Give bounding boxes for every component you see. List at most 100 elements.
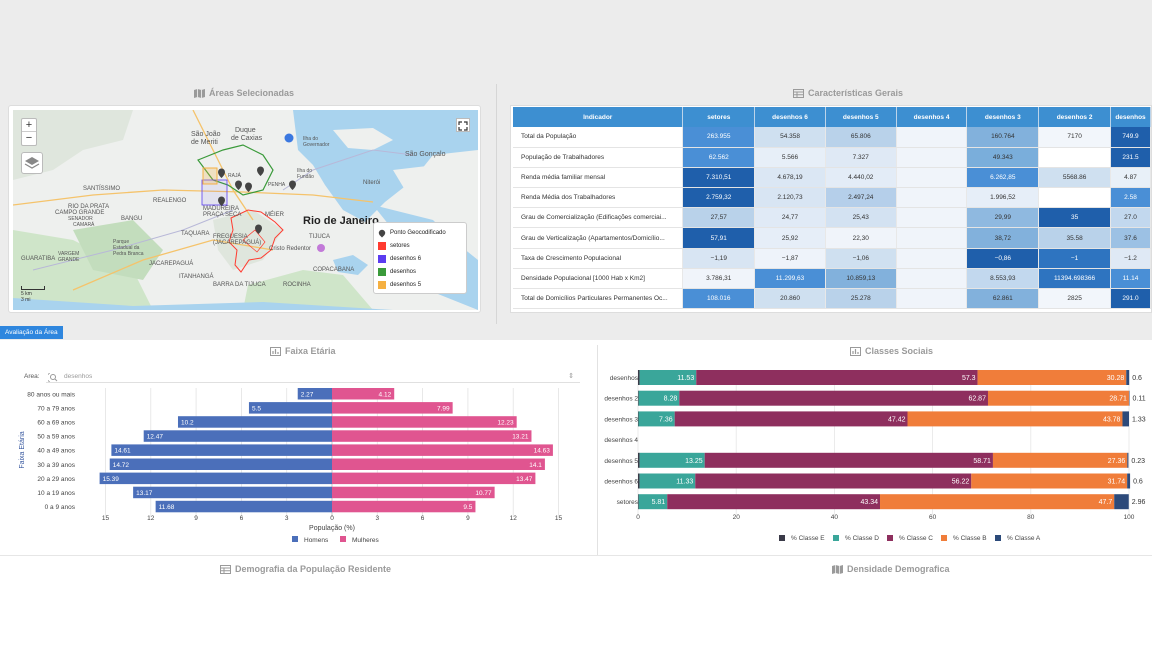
table-cell: −1,06: [825, 248, 897, 269]
stacked-bar-segment: [971, 473, 1128, 489]
fullscreen-icon: [458, 121, 468, 131]
row-label: Densidade Populacional [1000 Hab x Km2]: [513, 268, 684, 290]
data-label: 0.23: [1131, 458, 1145, 465]
table-row: Grau de Comercialização (Edificações com…: [513, 207, 1151, 229]
y-category-label: desenhos 4: [604, 437, 638, 444]
y-category-label: desenhos 3: [604, 416, 638, 423]
table-cell: 5.566: [754, 147, 826, 168]
bottom-divider: [597, 345, 598, 555]
map-place-label: PRAÇA SECA: [203, 212, 241, 218]
map-place-label: Rio de Janeiro: [303, 215, 379, 227]
bar-homens: [133, 486, 332, 499]
map-place-label: VARGEM: [58, 251, 79, 257]
bar-mulheres: [332, 416, 517, 428]
data-label: 12.47: [147, 434, 164, 441]
section-divider: [0, 555, 1152, 556]
indicator-table: Indicador setores desenhos 6 desenhos 5 dese…: [513, 107, 1151, 310]
table-header-cell[interactable]: desenhos 2: [1038, 107, 1111, 127]
table-header-cell[interactable]: setores: [682, 107, 756, 127]
fullscreen-button[interactable]: [456, 118, 470, 132]
row-label: Renda média familiar mensal: [513, 167, 684, 189]
map-place-label: de Meriti: [191, 139, 218, 146]
x-axis-title: População (%): [309, 525, 355, 532]
map-section-title: Áreas Selecionadas: [194, 88, 294, 98]
table-header-cell[interactable]: desenhos 6: [754, 107, 826, 127]
layers-button[interactable]: [21, 152, 43, 174]
zoom-out-button[interactable]: −: [25, 132, 33, 144]
bar-mulheres: [332, 500, 476, 513]
table-header-cell[interactable]: desenhos 5: [825, 107, 897, 127]
map-place-label: Pedra Branca: [113, 251, 144, 257]
data-label: 14.63: [534, 448, 551, 455]
table-header-cell[interactable]: desenhos 3: [966, 107, 1040, 127]
table-cell: [896, 288, 968, 310]
table-cell: −1,87: [754, 248, 826, 269]
data-label: 2.96: [1132, 499, 1146, 506]
table-row: Total da População 263.955 54.358 65.806 160…: [513, 127, 1151, 148]
map-place-label: SANTÍSSIMO: [83, 185, 120, 192]
data-label: 13.21: [512, 434, 529, 441]
x-tick-label: 60: [929, 514, 937, 521]
legend-label: % Classe E: [791, 535, 825, 542]
legend-label: % Classe C: [899, 535, 933, 542]
data-label: 8.28: [664, 396, 678, 403]
table-cell: 38,72: [966, 227, 1040, 249]
y-category-label: 80 anos ou mais: [27, 391, 75, 398]
legend-swatch: [887, 535, 893, 541]
table-row: Densidade Populacional [1000 Hab x Km2] 3…: [513, 268, 1151, 290]
data-label: 13.25: [685, 458, 703, 465]
stacked-bar-segment: [679, 390, 988, 406]
search-icon: [48, 373, 58, 382]
table-section-title: Características Gerais: [793, 88, 903, 98]
x-tick-label: 20: [733, 514, 741, 521]
stacked-bar-segment: [880, 494, 1115, 510]
table-cell: 2825: [1038, 288, 1111, 310]
y-axis-title: Faixa Etária: [19, 431, 26, 468]
data-label: 11.33: [676, 479, 693, 486]
stacked-bar-segment: [907, 411, 1123, 427]
area-label: Area:: [24, 373, 40, 380]
map-place-label: GUARATIBA: [21, 256, 55, 262]
map-place-label: CAMARÁ: [73, 221, 95, 228]
table-cell: 108.016: [682, 288, 756, 310]
map-place-label: REALENGO: [153, 198, 187, 204]
stacked-bar-segment: [638, 411, 675, 427]
table-header-cell[interactable]: desenhos 4: [896, 107, 968, 127]
legend-label: Mulheres: [352, 537, 379, 544]
table-cell: [896, 227, 968, 249]
legend-swatch: [378, 280, 386, 289]
area-evaluation-tab[interactable]: Avaliação da Área: [0, 326, 63, 339]
bar-mulheres: [332, 472, 536, 485]
stacked-bar-segment: [1122, 411, 1129, 427]
table-cell: 37.6: [1110, 227, 1151, 249]
bar-homens: [297, 388, 332, 400]
data-label: 13.17: [136, 490, 153, 497]
table-row: Total de Domicílios Particulares Permane…: [513, 288, 1151, 310]
stacked-bar-segment: [1126, 370, 1130, 385]
map-place-label: RIO DA PRATA: [68, 204, 109, 210]
table-row: Grau de Verticalização (Apartamentos/Dom…: [513, 227, 1151, 249]
area-select-value: desenhos: [64, 373, 93, 380]
map-place-label: BARRA DA TIJUCA: [213, 282, 266, 288]
table-cell: 20.860: [754, 288, 826, 310]
x-tick-label: 15: [102, 515, 110, 522]
map-card[interactable]: Duque de Caxias São João de Meriti Ilha do Go…: [8, 105, 481, 313]
area-select-field[interactable]: desenhos ⇕: [46, 372, 580, 383]
data-label: 7.99: [437, 405, 450, 412]
table-cell: [896, 167, 968, 189]
table-cell: 5568.86: [1038, 167, 1111, 189]
map-place-label: de Caxias: [231, 135, 263, 142]
table-icon: [793, 88, 804, 98]
map-icon: [832, 564, 843, 574]
table-cell: 29,99: [966, 207, 1040, 229]
data-label: 11.53: [677, 375, 694, 382]
data-label: 58.71: [973, 458, 991, 465]
bar-homens: [248, 402, 332, 414]
layers-icon: [24, 157, 40, 169]
table-cell: 49.343: [966, 147, 1040, 168]
table-header-cell[interactable]: Indicador: [513, 107, 684, 127]
zoom-in-button[interactable]: +: [22, 119, 36, 132]
x-tick-label: 3: [375, 515, 379, 522]
table-cell: [1038, 187, 1111, 209]
table-header-cell[interactable]: desenhos: [1110, 107, 1151, 127]
